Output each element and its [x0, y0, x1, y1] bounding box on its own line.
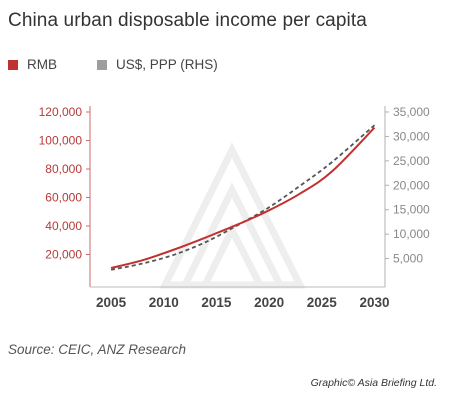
y-left-tick-label: 40,000: [45, 219, 82, 233]
legend-swatch-usd: [97, 59, 107, 70]
legend-item-rmb: RMB: [8, 57, 57, 72]
legend-swatch-rmb: [8, 59, 18, 70]
legend-label-usd: US$, PPP (RHS): [116, 57, 218, 72]
x-tick-label: 2030: [359, 295, 389, 310]
x-tick-label: 2010: [149, 295, 179, 310]
y-left-tick-label: 60,000: [45, 191, 82, 205]
legend-label-rmb: RMB: [27, 57, 57, 72]
y-right-tick-label: 25,000: [393, 154, 430, 168]
y-left-tick-label: 20,000: [45, 248, 82, 262]
graphic-credit: Graphic© Asia Briefing Ltd.: [310, 377, 437, 389]
x-tick-label: 2005: [96, 295, 127, 310]
y-right-tick-label: 35,000: [393, 105, 430, 119]
y-left-tick-label: 120,000: [39, 105, 83, 119]
y-right-tick-label: 10,000: [393, 227, 430, 241]
y-right-tick-label: 20,000: [393, 178, 430, 192]
y-right-tick-label: 15,000: [393, 203, 430, 217]
source-note: Source: CEIC, ANZ Research: [8, 342, 187, 357]
legend: RMB US$, PPP (RHS): [8, 57, 441, 72]
y-left-tick-label: 100,000: [39, 134, 83, 148]
x-tick-label: 2020: [254, 295, 284, 310]
y-right-tick-label: 5,000: [393, 252, 423, 266]
y-left-tick-label: 80,000: [45, 162, 82, 176]
watermark-shape: [159, 142, 306, 289]
x-tick-label: 2025: [307, 295, 338, 310]
x-tick-label: 2015: [201, 295, 232, 310]
legend-item-usd: US$, PPP (RHS): [97, 57, 218, 72]
y-right-tick-label: 30,000: [393, 129, 430, 143]
chart-title: China urban disposable income per capita: [8, 10, 367, 31]
watermark-shape: [199, 222, 266, 289]
series-line-rmb: [110, 126, 376, 269]
